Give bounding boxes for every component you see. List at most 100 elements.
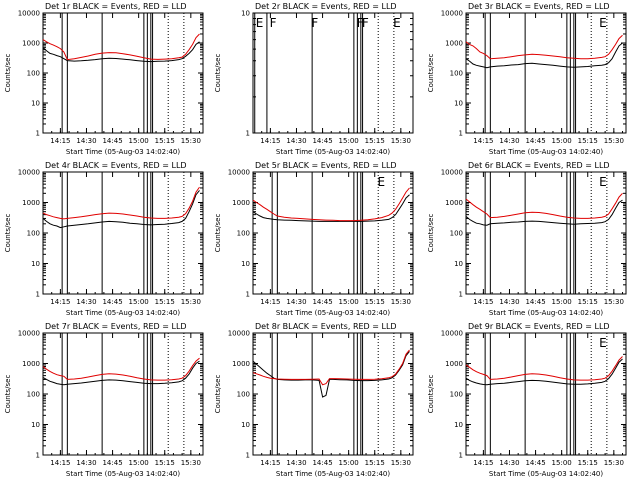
x-tick-label: 15:00 — [339, 459, 359, 467]
y-tick-label: 100 — [450, 70, 463, 78]
x-axis-label: Start Time (05-Aug-03 14:02:40) — [276, 309, 390, 317]
y-tick-label: 1 — [36, 452, 40, 460]
x-tick-label: 15:30 — [391, 137, 411, 145]
x-tick-label: 14:30 — [76, 137, 96, 145]
panel-det-2: Det 2r BLACK = Events, RED = LLD Counts/s… — [214, 2, 414, 156]
x-tick-label: 14:30 — [499, 459, 519, 467]
series-events — [42, 360, 200, 386]
y-tick-label: 100 — [237, 230, 250, 238]
x-tick-label: 14:45 — [102, 298, 122, 306]
flag-label: E — [599, 336, 607, 350]
y-tick-label: 1000 — [22, 360, 40, 368]
x-tick-label: 14:15 — [473, 459, 493, 467]
x-tick-label: 15:30 — [181, 298, 201, 306]
y-tick-label: 10 — [454, 421, 463, 429]
x-tick-label: 14:45 — [312, 137, 332, 145]
x-axis-label: Start Time (05-Aug-03 14:02:40) — [489, 470, 603, 478]
panel-title: Det 7r BLACK = Events, RED = LLD — [45, 322, 187, 331]
panel-det-8: Det 8r BLACK = Events, RED = LLD Counts/s… — [214, 322, 414, 478]
series-events — [42, 41, 200, 63]
x-tick-label: 14:45 — [525, 137, 545, 145]
x-tick-label: 15:30 — [181, 137, 201, 145]
x-axis-label: Start Time (05-Aug-03 14:02:40) — [276, 470, 390, 478]
x-tick-label: 14:45 — [102, 137, 122, 145]
x-tick-label: 14:30 — [499, 298, 519, 306]
y-tick-label: 100 — [27, 230, 40, 238]
x-axis-label: Start Time (05-Aug-03 14:02:40) — [66, 309, 180, 317]
y-tick-label: 1000 — [445, 360, 463, 368]
y-tick-label: 1000 — [22, 40, 40, 48]
y-tick-label: 10 — [241, 10, 250, 18]
x-tick-label: 14:30 — [286, 459, 306, 467]
x-axis-label: Start Time (05-Aug-03 14:02:40) — [276, 148, 390, 156]
series-lld — [252, 349, 410, 386]
y-tick-label: 1 — [459, 291, 463, 299]
x-tick-label: 14:15 — [50, 298, 70, 306]
x-tick-label: 15:15 — [365, 137, 385, 145]
x-tick-label: 14:45 — [525, 298, 545, 306]
y-tick-label: 1000 — [232, 360, 250, 368]
y-tick-label: 10 — [454, 260, 463, 268]
x-tick-label: 15:15 — [578, 137, 598, 145]
x-tick-label: 14:15 — [260, 137, 280, 145]
y-tick-label: 10 — [31, 421, 40, 429]
flag-label: F — [311, 16, 318, 30]
x-axis-label: Start Time (05-Aug-03 14:02:40) — [66, 148, 180, 156]
y-tick-label: 10 — [241, 421, 250, 429]
y-tick-label: 10 — [241, 260, 250, 268]
series-events — [42, 190, 200, 229]
x-tick-label: 15:15 — [365, 298, 385, 306]
x-tick-label: 15:15 — [155, 137, 175, 145]
y-tick-label: 1 — [459, 130, 463, 138]
y-tick-label: 100 — [450, 230, 463, 238]
panel-title: Det 3r BLACK = Events, RED = LLD — [468, 2, 610, 11]
x-tick-label: 14:30 — [286, 298, 306, 306]
x-tick-label: 15:30 — [604, 298, 624, 306]
y-tick-label: 10000 — [441, 330, 463, 338]
x-tick-label: 15:15 — [155, 298, 175, 306]
panel-det-3: Det 3r BLACK = Events, RED = LLD Counts/s… — [427, 2, 627, 156]
series-lld — [465, 356, 623, 381]
series-lld — [465, 192, 623, 219]
y-tick-label: 100 — [450, 391, 463, 399]
series-events — [465, 42, 623, 69]
panel-title: Det 5r BLACK = Events, RED = LLD — [255, 161, 397, 170]
series-lld — [465, 34, 623, 60]
y-tick-label: 1000 — [22, 199, 40, 207]
series-events — [252, 351, 410, 398]
x-axis-label: Start Time (05-Aug-03 14:02:40) — [66, 470, 180, 478]
x-tick-label: 14:30 — [286, 137, 306, 145]
x-tick-label: 15:00 — [129, 459, 149, 467]
y-tick-label: 10000 — [441, 10, 463, 18]
y-tick-label: 10000 — [18, 169, 40, 177]
panel-det-4: Det 4r BLACK = Events, RED = LLD Counts/s… — [4, 161, 204, 317]
plot-frame — [252, 12, 414, 134]
y-tick-label: 10 — [31, 100, 40, 108]
x-tick-label: 15:30 — [604, 137, 624, 145]
x-tick-label: 14:15 — [50, 137, 70, 145]
panel-title: Det 8r BLACK = Events, RED = LLD — [255, 322, 397, 331]
x-tick-label: 14:15 — [473, 298, 493, 306]
y-tick-label: 10000 — [228, 330, 250, 338]
x-tick-label: 14:15 — [260, 298, 280, 306]
x-tick-label: 15:00 — [129, 298, 149, 306]
flag-label: F — [270, 16, 277, 30]
y-axis-label: Counts/sec — [214, 54, 222, 93]
flag-label: E — [599, 175, 607, 189]
y-axis-label: Counts/sec — [427, 54, 435, 93]
y-tick-label: 10000 — [18, 330, 40, 338]
x-tick-label: 15:15 — [578, 459, 598, 467]
series-events — [252, 194, 410, 222]
flag-label: E — [377, 175, 385, 189]
series-lld — [42, 186, 200, 220]
x-tick-label: 14:30 — [76, 298, 96, 306]
flag-label: F — [357, 16, 364, 30]
flag-label: E — [393, 16, 401, 30]
y-tick-label: 1000 — [232, 199, 250, 207]
series-events — [465, 199, 623, 226]
x-axis-label: Start Time (05-Aug-03 14:02:40) — [489, 148, 603, 156]
y-axis-label: Counts/sec — [427, 214, 435, 253]
y-tick-label: 1000 — [445, 199, 463, 207]
x-tick-label: 14:45 — [525, 459, 545, 467]
